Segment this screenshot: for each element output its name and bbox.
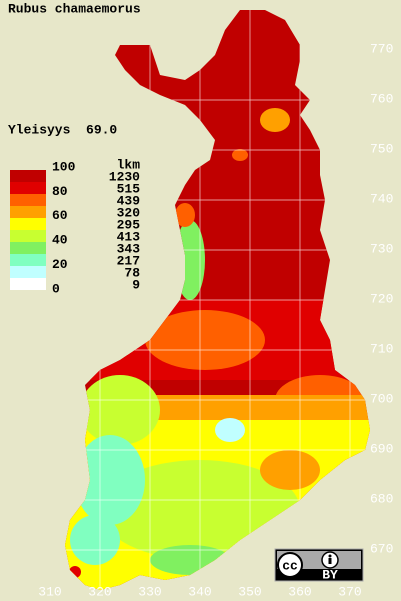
x-tick-label: 320 xyxy=(88,584,111,599)
legend-swatch xyxy=(10,230,46,242)
legend-scale-label: 20 xyxy=(52,257,68,272)
y-tick-label: 690 xyxy=(370,441,393,456)
legend-swatch xyxy=(10,266,46,278)
x-tick-label: 340 xyxy=(188,584,211,599)
legend-swatch xyxy=(10,182,46,194)
legend-scale-label: 60 xyxy=(52,208,68,223)
legend-swatch xyxy=(10,206,46,218)
legend-count: 515 xyxy=(117,181,141,196)
legend-swatch xyxy=(10,218,46,230)
legend-scale-label: 80 xyxy=(52,184,68,199)
y-tick-label: 730 xyxy=(370,241,393,256)
cc-text: cc xyxy=(282,558,298,573)
by-text: BY xyxy=(322,567,338,582)
y-tick-label: 740 xyxy=(370,191,393,206)
legend-count: 1230 xyxy=(109,169,140,184)
x-tick-label: 370 xyxy=(338,584,361,599)
y-tick-label: 750 xyxy=(370,141,393,156)
legend-swatch xyxy=(10,254,46,266)
x-tick-label: 330 xyxy=(138,584,161,599)
frequency: Yleisyys 69.0 xyxy=(8,122,117,137)
legend-count: 439 xyxy=(117,193,141,208)
y-tick-label: 700 xyxy=(370,391,393,406)
legend-count: 217 xyxy=(117,253,140,268)
y-tick-label: 720 xyxy=(370,291,393,306)
cc-badge: cc BY xyxy=(274,548,364,582)
count-header: lkm xyxy=(117,157,141,172)
legend-count: 320 xyxy=(117,205,141,220)
x-tick-label: 350 xyxy=(238,584,261,599)
legend-swatch xyxy=(10,194,46,206)
legend-count: 343 xyxy=(117,241,141,256)
y-tick-label: 680 xyxy=(370,491,393,506)
legend-scale-label: 40 xyxy=(52,233,68,248)
y-tick-label: 760 xyxy=(370,91,393,106)
legend-swatch xyxy=(10,278,46,290)
legend-scale-label: 100 xyxy=(52,159,76,174)
legend-swatch xyxy=(10,170,46,182)
x-tick-label: 360 xyxy=(288,584,311,599)
legend-swatch xyxy=(10,242,46,254)
y-tick-label: 770 xyxy=(370,41,393,56)
y-tick-label: 710 xyxy=(370,341,393,356)
x-tick-label: 310 xyxy=(38,584,61,599)
legend-count: 295 xyxy=(117,217,141,232)
y-tick-label: 670 xyxy=(370,541,393,556)
legend-count: 78 xyxy=(124,265,140,280)
legend-scale-label: 0 xyxy=(52,281,60,296)
legend-count: 413 xyxy=(117,229,141,244)
legend-count: 9 xyxy=(132,277,140,292)
title: Rubus chamaemorus xyxy=(8,1,141,16)
